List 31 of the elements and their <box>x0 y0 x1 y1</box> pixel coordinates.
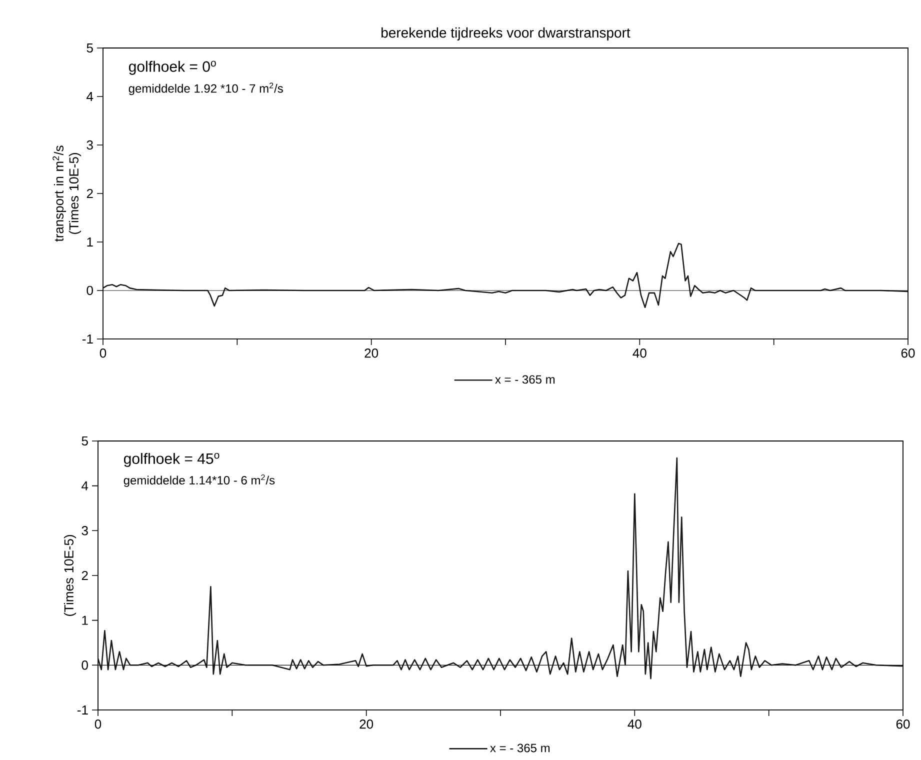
y-tick-label: 2 <box>86 188 93 198</box>
y-tick-label: 0 <box>82 660 88 670</box>
y-tick-label: 1 <box>82 616 88 625</box>
y-tick-label: 3 <box>86 140 93 150</box>
y-tick-label: 5 <box>82 436 88 446</box>
chart-title: berekende tijdreeks voor dwarstransport <box>382 27 630 40</box>
y-tick-label: 4 <box>82 481 88 490</box>
legend-label: x = - 365 m <box>490 744 550 752</box>
y-tick-label: 0 <box>86 286 93 296</box>
x-tick-label: 40 <box>628 720 642 729</box>
y-tick-label: 2 <box>82 570 88 580</box>
x-tick-label: 60 <box>896 720 910 729</box>
y-axis-title: transport in m$^{2}$/s (Times 10E-5) <box>52 146 82 242</box>
y-tick-label: 3 <box>82 526 88 536</box>
annotation: gemiddelde 1.14*10 - 6 m$^{2}$/s <box>124 474 275 487</box>
y-tick-label: 1 <box>87 238 93 246</box>
y-tick-label: -1 <box>77 706 88 714</box>
x-tick-label: 40 <box>632 348 646 358</box>
annotation: golfhoek = 0$^{o}$ <box>128 60 216 75</box>
y-tick-label: -1 <box>82 334 93 344</box>
y-tick-label: 5 <box>86 43 93 53</box>
y-axis-title: (Times 10E-5) <box>64 535 76 616</box>
x-tick-label: 20 <box>364 348 378 358</box>
annotation: gemiddelde 1.92 *10 - 7 m$^{2}$/s <box>128 82 283 96</box>
x-tick-label: 60 <box>901 348 915 358</box>
x-tick-label: 0 <box>94 720 102 729</box>
x-tick-label: 20 <box>360 720 374 729</box>
y-tick-label: 4 <box>86 92 94 101</box>
legend-label: x = - 365 m <box>495 375 555 384</box>
annotation: golfhoek = 45$^{o}$ <box>124 452 220 467</box>
x-tick-label: 0 <box>100 348 106 358</box>
